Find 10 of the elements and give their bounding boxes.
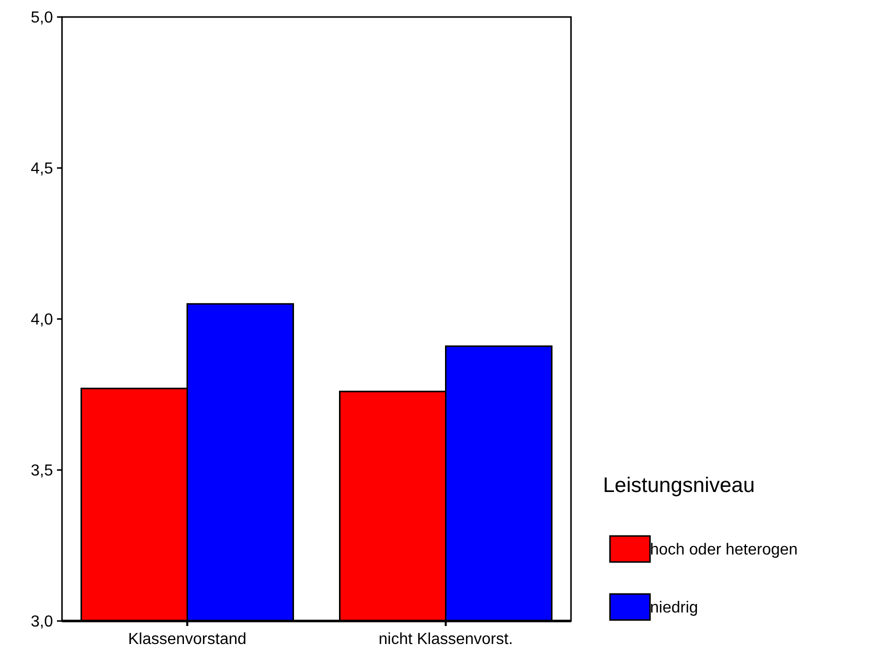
y-tick-label: 5,0	[30, 10, 54, 27]
y-tick-label: 4,5	[30, 160, 54, 178]
y-tick-label: 4,0	[30, 312, 54, 329]
y-tick-label: 3,0	[30, 614, 54, 631]
x-tick-label: Klassenvorstand	[128, 631, 246, 648]
legend-label: niedrig	[650, 600, 698, 617]
legend-title: Leistungsniveau	[603, 474, 755, 497]
y-tick-label: 3,5	[30, 462, 54, 480]
legend-label: hoch oder heterogen	[650, 542, 798, 559]
x-tick-label: nicht Klassenvorst.	[378, 631, 513, 648]
